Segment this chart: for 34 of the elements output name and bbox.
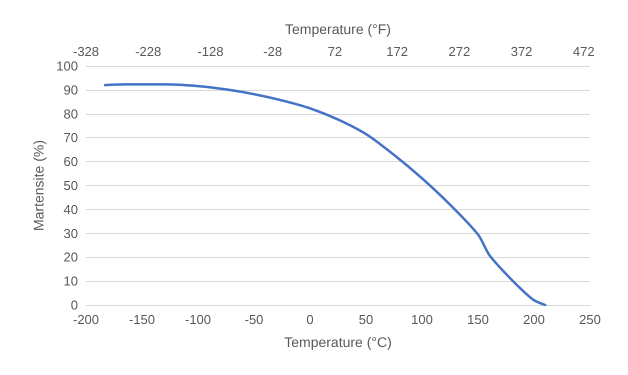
y-tick-label: 50 (64, 178, 78, 193)
x-tick-label: 100 (411, 312, 433, 327)
x2-tick-label: -328 (72, 44, 100, 59)
y-tick-label: 10 (64, 274, 78, 289)
x2-tick-label: 272 (448, 44, 470, 59)
x-tick-label: -100 (184, 312, 212, 327)
y-tick-label: 90 (64, 82, 78, 98)
x2-tick-label: -28 (263, 44, 282, 59)
x2-tick-label: -228 (135, 44, 162, 59)
x-tick-label: 0 (306, 312, 314, 327)
x-tick-label: -200 (72, 312, 100, 327)
y-tick-label: 70 (64, 130, 78, 146)
x-tick-label: 200 (523, 312, 545, 327)
y-tick-label: 0 (70, 298, 78, 312)
x2-tick-label: 72 (328, 44, 342, 59)
y-tick-label: 40 (64, 202, 78, 217)
x-tick-label: -150 (128, 312, 156, 327)
y-tick-label: 80 (64, 106, 78, 122)
x2-tick-label: -128 (197, 44, 224, 59)
x-tick-label: 250 (579, 312, 601, 327)
x2-tick-label: 372 (510, 44, 532, 59)
y-axis-title: Martensite (%) (30, 140, 46, 232)
x-tick-label: -50 (244, 312, 264, 327)
y-tick-label: 60 (64, 154, 78, 170)
y-tick-label: 20 (64, 250, 78, 265)
x2-tick-label: 172 (386, 44, 408, 59)
x2-axis-title: Temperature (°F) (285, 21, 391, 37)
x-tick-label: 50 (358, 312, 374, 327)
line-series (104, 83, 546, 306)
x2-tick-label: 472 (572, 44, 595, 59)
x-axis-title: Temperature (°C) (284, 334, 392, 350)
x-tick-label: 150 (467, 312, 489, 327)
y-tick-label: 100 (56, 58, 78, 74)
y-tick-label: 30 (64, 226, 78, 241)
